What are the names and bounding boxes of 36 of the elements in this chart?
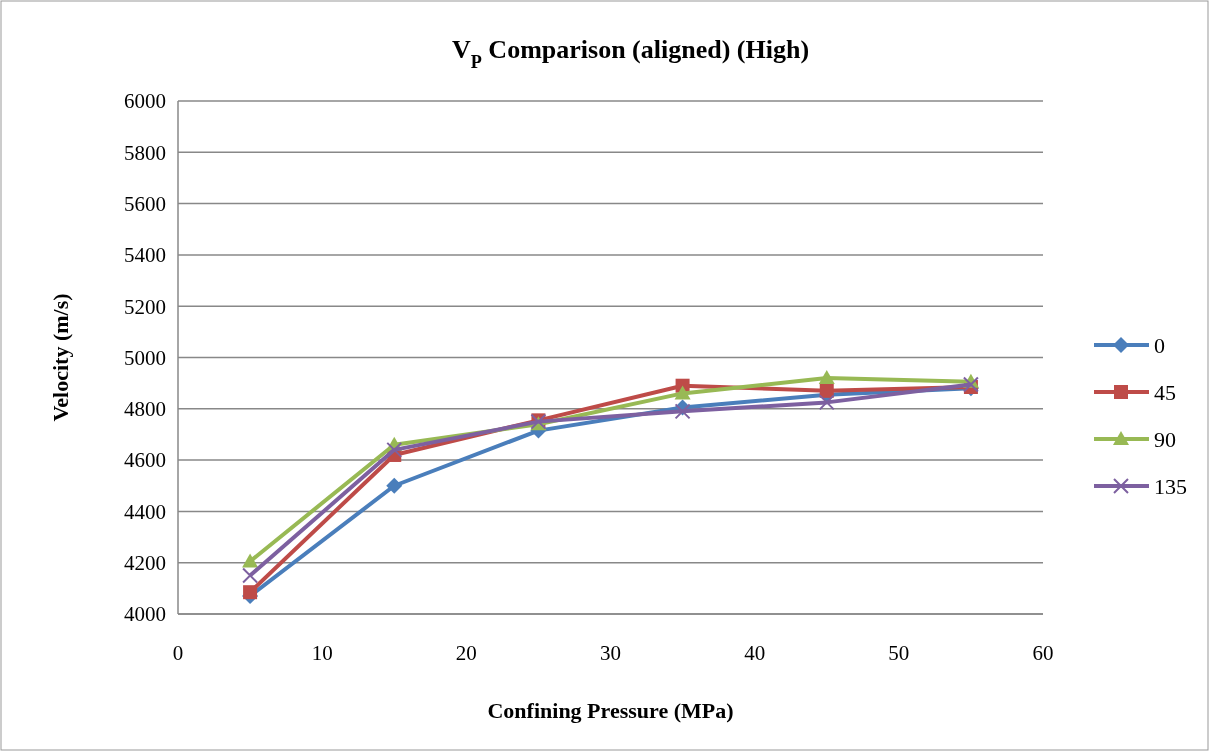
y-tick-label: 5800 — [124, 140, 166, 165]
y-tick-label: 4200 — [124, 551, 166, 576]
y-tick-label: 5600 — [124, 191, 166, 216]
point — [674, 403, 691, 420]
point — [818, 394, 835, 411]
point — [243, 585, 258, 600]
point — [386, 441, 403, 458]
y-tick-label: 4600 — [124, 448, 166, 473]
point — [242, 567, 259, 584]
x-tick-label: 50 — [888, 641, 910, 665]
legend-label: 0 — [1154, 332, 1165, 358]
legend-label: 45 — [1154, 379, 1176, 405]
legend-label: 135 — [1154, 473, 1187, 499]
y-tick-label: 5200 — [124, 294, 166, 319]
point — [242, 553, 259, 568]
y-tick-label: 5400 — [124, 243, 166, 268]
point — [819, 383, 834, 398]
x-tick-label: 40 — [744, 641, 766, 665]
x-tick-label: 30 — [600, 641, 621, 665]
x-tick-label: 10 — [311, 641, 333, 665]
x-tick-label: 20 — [455, 641, 477, 665]
chart-title: V$_{P}$ Comparison (aligned) (High) — [451, 35, 810, 72]
point — [674, 385, 691, 400]
y-tick-label: 4800 — [124, 397, 166, 422]
x-tick-label: 60 — [1032, 641, 1054, 665]
x-tick-label: 0 — [172, 641, 184, 665]
point — [962, 376, 979, 393]
y-tick-label: 4400 — [124, 499, 166, 524]
point — [818, 370, 835, 385]
y-tick-label: 5000 — [124, 345, 166, 370]
x-axis-title: Confining Pressure (MPa) — [487, 698, 734, 723]
y-tick-label: 6000 — [124, 89, 166, 114]
point — [386, 477, 403, 494]
legend-label: 90 — [1154, 426, 1176, 452]
y-axis-title: Velocity (m/s) — [48, 293, 73, 422]
y-tick-label: 4000 — [124, 602, 166, 627]
